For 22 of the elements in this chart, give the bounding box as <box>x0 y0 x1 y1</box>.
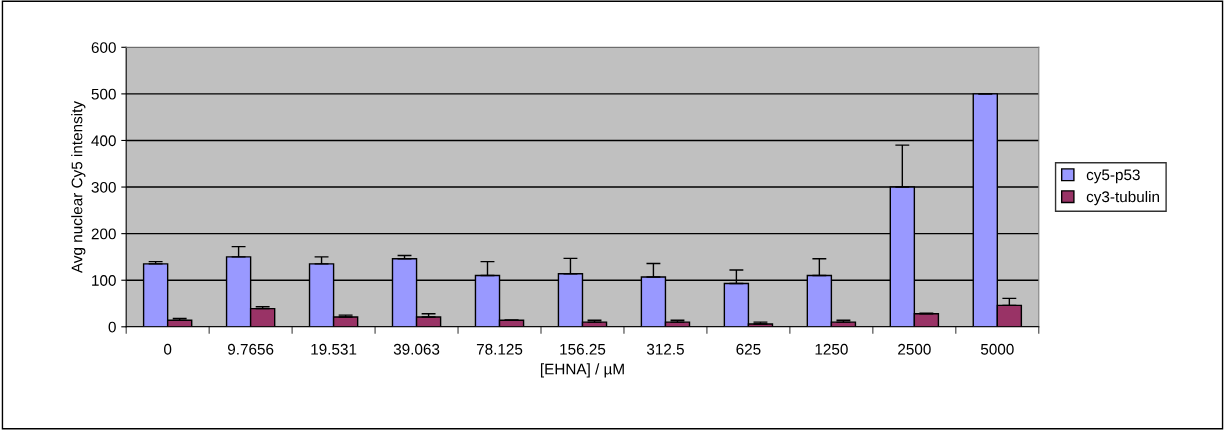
y-tick-label: 100 <box>92 275 116 286</box>
x-tick-label: 5000 <box>980 343 1014 355</box>
x-tick-label: 9.7656 <box>227 343 274 355</box>
legend-label: cy5-p53 <box>1086 169 1140 184</box>
y-tick-label: 500 <box>91 88 116 100</box>
x-tick-label: 2500 <box>898 343 931 355</box>
y-tick-label: 400 <box>91 135 116 147</box>
legend-label: cy3-tubulin <box>1086 190 1160 206</box>
x-tick-label: 78.125 <box>476 343 523 355</box>
x-tick-label: 1250 <box>815 343 848 355</box>
y-tick-label: 300 <box>91 181 116 193</box>
y-tick-label: 0 <box>108 321 116 333</box>
y-axis-title: Avg nuclear Cy5 intensity <box>71 101 86 274</box>
x-tick-label: 625 <box>736 343 761 355</box>
x-tick-label: 39.063 <box>393 343 440 355</box>
x-tick-label: 0 <box>164 343 172 355</box>
x-tick-label: 19.531 <box>311 343 357 355</box>
y-tick-label: 200 <box>91 228 116 240</box>
x-axis-title: [EHNA] / µM <box>540 363 624 378</box>
x-tick-label: 312.5 <box>646 343 684 355</box>
y-tick-label: 600 <box>91 42 116 53</box>
x-tick-label: 156.25 <box>560 343 606 355</box>
